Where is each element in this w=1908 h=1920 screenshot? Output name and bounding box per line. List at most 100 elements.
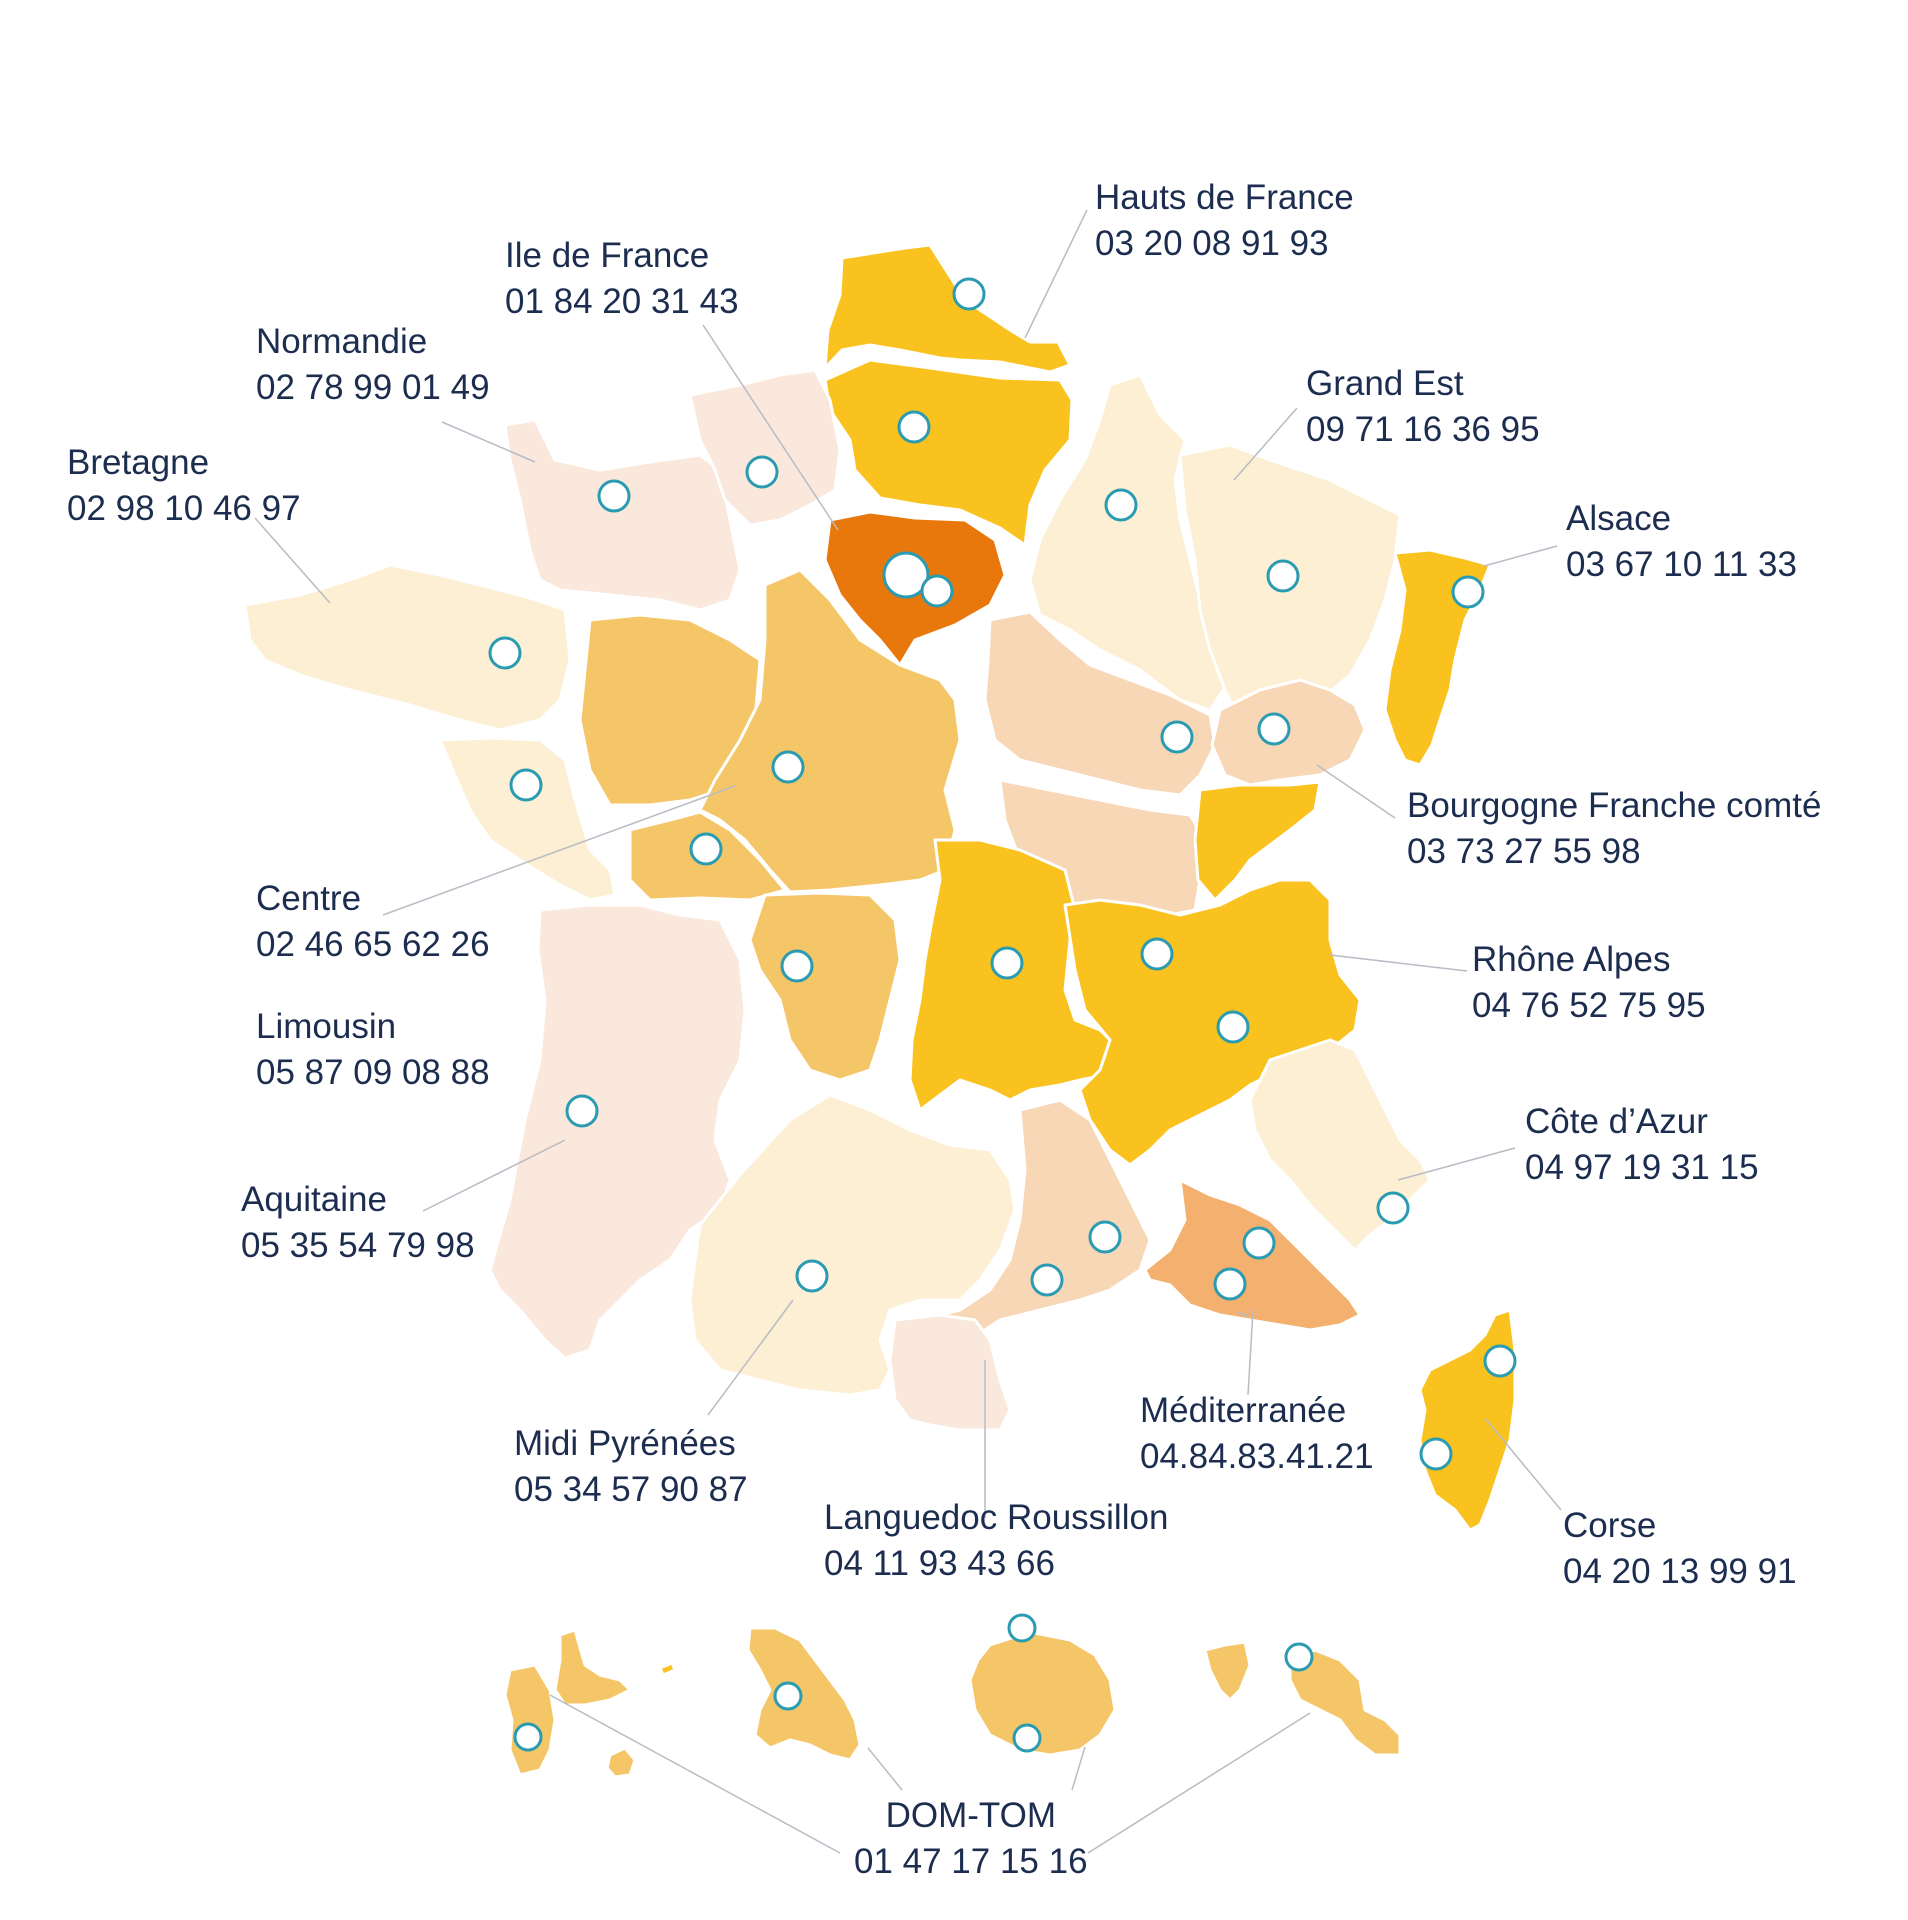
label-centre: Centre 02 46 65 62 26 (256, 876, 490, 968)
region-phone[interactable]: 04 11 93 43 66 (824, 1544, 1055, 1583)
office-marker-28[interactable] (1007, 1613, 1037, 1643)
leader-line-6 (1316, 764, 1396, 819)
region-mayotte-west[interactable] (1203, 1640, 1252, 1702)
region-hauts-de-france-south[interactable] (823, 358, 1074, 547)
label-mediterranee: Méditerranée 04.84.83.41.21 (1140, 1388, 1374, 1480)
label-hauts-de-france: Hauts de France 03 20 08 91 93 (1095, 175, 1354, 267)
region-bretagne-south[interactable] (438, 736, 617, 902)
region-phone[interactable]: 03 67 10 11 33 (1566, 545, 1797, 584)
region-name: Bourgogne Franche comté (1407, 786, 1822, 825)
office-marker-3[interactable] (597, 479, 631, 513)
region-bretagne-north[interactable] (243, 563, 572, 732)
region-name: Corse (1563, 1506, 1657, 1545)
label-rhone-alpes: Rhône Alpes 04 76 52 75 95 (1472, 937, 1706, 1029)
leader-line-11 (1236, 1311, 1249, 1317)
region-guadeloupe-islet[interactable] (605, 1746, 637, 1779)
leader-line-14 (1484, 1417, 1562, 1511)
office-marker-25[interactable] (1213, 1267, 1247, 1301)
region-phone[interactable]: 05 34 57 90 87 (514, 1470, 748, 1509)
office-marker-1[interactable] (897, 410, 931, 444)
region-name: Côte d’Azur (1525, 1102, 1708, 1141)
office-marker-32[interactable] (1012, 1723, 1042, 1753)
leader-line-9 (1397, 1147, 1516, 1181)
office-marker-9[interactable] (1451, 575, 1485, 609)
region-phone[interactable]: 04 20 13 99 91 (1563, 1552, 1797, 1591)
office-marker-27[interactable] (1419, 1437, 1453, 1471)
office-marker-6[interactable] (882, 551, 930, 599)
office-marker-14[interactable] (689, 832, 723, 866)
leader-line-16 (549, 1694, 841, 1854)
office-marker-26[interactable] (1483, 1344, 1517, 1378)
region-guadeloupe-west[interactable] (503, 1663, 557, 1777)
office-marker-7[interactable] (920, 574, 954, 608)
region-phone[interactable]: 04 97 19 31 15 (1525, 1148, 1759, 1187)
region-hauts-de-france-north[interactable] (823, 243, 1072, 374)
label-midi-pyrenees: Midi Pyrénées 05 34 57 90 87 (514, 1421, 748, 1513)
leader-line-1 (702, 324, 839, 531)
region-phone[interactable]: 02 98 10 46 97 (67, 489, 301, 528)
region-name: Languedoc Roussillon (824, 1498, 1169, 1537)
region-aquitaine[interactable] (488, 903, 747, 1360)
leader-line-10 (422, 1139, 566, 1212)
region-franche-comte-south[interactable] (1193, 780, 1322, 902)
region-phone[interactable]: 01 47 17 15 16 (854, 1842, 1088, 1881)
region-bourgogne-west[interactable] (983, 610, 1217, 797)
region-phone[interactable]: 04 76 52 75 95 (1472, 986, 1706, 1025)
region-phone[interactable]: 02 46 65 62 26 (256, 925, 490, 964)
office-marker-17[interactable] (1140, 937, 1174, 971)
region-midi-pyrenees[interactable] (688, 1093, 1017, 1397)
office-marker-22[interactable] (1242, 1226, 1276, 1260)
region-name: Limousin (256, 1007, 397, 1046)
office-marker-30[interactable] (773, 1681, 803, 1711)
label-bretagne: Bretagne 02 98 10 46 97 (67, 440, 301, 532)
office-marker-23[interactable] (1030, 1263, 1064, 1297)
region-roussillon[interactable] (888, 1313, 1012, 1432)
office-marker-31[interactable] (513, 1722, 543, 1752)
office-marker-11[interactable] (1257, 712, 1291, 746)
region-martinique[interactable] (746, 1626, 862, 1762)
office-marker-19[interactable] (565, 1094, 599, 1128)
region-phone[interactable]: 04.84.83.41.21 (1140, 1437, 1374, 1476)
office-marker-13[interactable] (509, 768, 543, 802)
office-marker-29[interactable] (1284, 1642, 1314, 1672)
leader-lines (254, 209, 1562, 1854)
region-phone[interactable]: 02 78 99 01 49 (256, 368, 490, 407)
region-phone[interactable]: 05 87 09 08 88 (256, 1053, 490, 1092)
region-guadeloupe-fleck[interactable] (658, 1661, 677, 1677)
office-marker-4[interactable] (1104, 488, 1138, 522)
region-reunion[interactable] (968, 1630, 1117, 1757)
leader-line-4 (1233, 407, 1298, 481)
region-limousin[interactable] (748, 891, 902, 1082)
office-marker-0[interactable] (952, 277, 986, 311)
office-marker-8[interactable] (488, 636, 522, 670)
region-normandie-east[interactable] (688, 368, 842, 527)
leader-line-18 (867, 1747, 903, 1791)
office-marker-16[interactable] (990, 946, 1024, 980)
region-mayotte-east[interactable] (1288, 1648, 1402, 1757)
office-marker-12[interactable] (771, 750, 805, 784)
office-marker-20[interactable] (1376, 1191, 1410, 1225)
region-phone[interactable]: 09 71 16 36 95 (1306, 410, 1540, 449)
office-marker-10[interactable] (1160, 720, 1194, 754)
region-name: Bretagne (67, 443, 210, 482)
region-corse[interactable] (1418, 1308, 1517, 1532)
office-marker-21[interactable] (1088, 1220, 1122, 1254)
region-centre-main[interactable] (698, 568, 962, 894)
region-name: Normandie (256, 322, 428, 361)
label-ile-de-france: Ile de France 01 84 20 31 43 (505, 233, 739, 325)
office-marker-18[interactable] (1216, 1010, 1250, 1044)
label-languedoc-roussillon: Languedoc Roussillon 04 11 93 43 66 (824, 1495, 1168, 1587)
office-marker-24[interactable] (795, 1259, 829, 1293)
region-guadeloupe-east[interactable] (553, 1628, 632, 1707)
office-marker-15[interactable] (780, 949, 814, 983)
region-name: Midi Pyrénées (514, 1424, 736, 1463)
region-phone[interactable]: 01 84 20 31 43 (505, 282, 739, 321)
office-marker-5[interactable] (1266, 559, 1300, 593)
region-phone[interactable]: 05 35 54 79 98 (241, 1226, 475, 1265)
office-marker-2[interactable] (745, 455, 779, 489)
region-phone[interactable]: 03 73 27 55 98 (1407, 832, 1641, 871)
region-name: Aquitaine (241, 1180, 387, 1219)
region-phone[interactable]: 03 20 08 91 93 (1095, 224, 1329, 263)
region-normandie-west[interactable] (503, 418, 742, 612)
leader-line-8 (1329, 954, 1468, 972)
